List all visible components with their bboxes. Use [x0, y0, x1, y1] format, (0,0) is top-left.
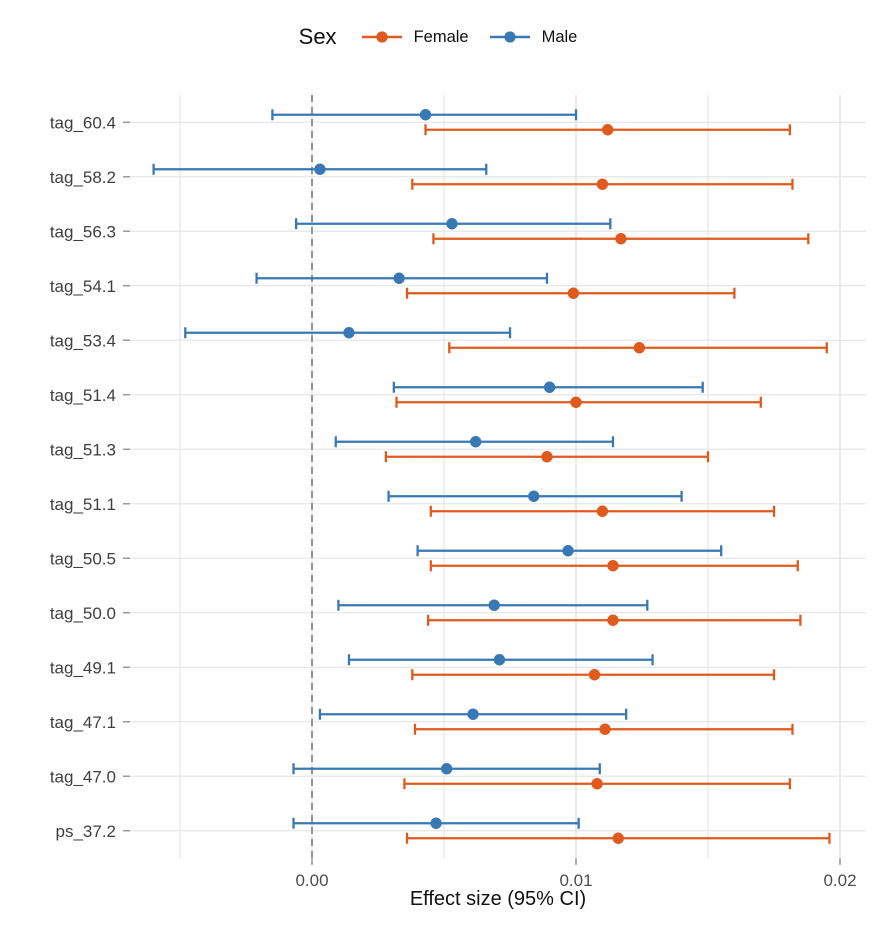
ci-row-female-tag_54.1: [405, 287, 736, 299]
legend: Sex Female Male: [0, 24, 876, 50]
x-tick-label: 0.02: [823, 871, 856, 890]
female-errorbar-marker-icon: [361, 31, 402, 43]
ci-row-male-tag_51.3: [334, 436, 615, 448]
y-category-label: tag_58.2: [50, 168, 116, 187]
ci-row-female-tag_51.4: [395, 396, 762, 408]
ci-row-female-tag_50.5: [429, 560, 799, 572]
ci-row-male-tag_53.4: [184, 327, 512, 339]
legend-title: Sex: [298, 24, 337, 49]
point-estimate: [543, 381, 556, 393]
point-estimate: [607, 560, 619, 572]
point-estimate: [314, 163, 326, 175]
point-estimate: [541, 451, 553, 463]
y-category-label: tag_51.1: [50, 495, 116, 514]
y-category-label: tag_54.1: [50, 277, 116, 296]
male-errorbar-marker-icon: [489, 31, 530, 43]
point-estimate: [599, 723, 611, 735]
ci-row-male-tag_60.4: [271, 109, 578, 121]
ci-row-female-tag_51.3: [384, 451, 710, 463]
y-category-label: tag_50.0: [50, 604, 116, 623]
legend-item-female: Female: [359, 28, 469, 47]
y-category-label: tag_60.4: [50, 113, 116, 132]
point-estimate: [469, 436, 482, 448]
ci-row-male-tag_54.1: [255, 272, 549, 284]
point-estimate: [419, 109, 432, 121]
ci-row-female-tag_51.1: [429, 505, 776, 517]
point-estimate: [467, 708, 479, 720]
point-estimate: [567, 287, 580, 299]
ci-row-female-tag_50.0: [427, 614, 802, 626]
point-estimate: [393, 272, 405, 284]
ci-row-female-tag_49.1: [411, 669, 776, 681]
y-category-label: tag_49.1: [50, 658, 116, 677]
y-category-label: tag_51.4: [50, 386, 116, 405]
point-estimate: [488, 599, 500, 611]
ci-row-female-tag_58.2: [411, 178, 794, 190]
ci-row-male-tag_50.5: [416, 545, 723, 557]
ci-row-female-tag_53.4: [448, 342, 828, 354]
ci-row-female-tag_47.0: [403, 778, 791, 790]
ci-row-female-tag_56.3: [432, 233, 810, 245]
x-tick-label: 0.00: [295, 871, 328, 890]
point-estimate: [588, 669, 601, 681]
legend-label-female: Female: [413, 27, 469, 46]
ci-row-male-tag_50.0: [337, 599, 649, 611]
y-category-label: tag_50.5: [50, 549, 116, 568]
ci-row-male-tag_49.1: [347, 654, 654, 666]
ci-row-female-tag_47.1: [413, 723, 794, 735]
point-estimate: [493, 654, 506, 666]
point-estimate: [440, 763, 453, 775]
y-category-label: tag_53.4: [50, 331, 116, 350]
point-estimate: [615, 233, 627, 245]
point-estimate: [596, 505, 609, 517]
y-category-label: tag_56.3: [50, 222, 116, 241]
ci-row-female-ps_37.2: [405, 832, 831, 844]
point-estimate: [446, 218, 458, 230]
point-estimate: [633, 342, 646, 354]
point-estimate: [607, 614, 619, 626]
ci-row-male-ps_37.2: [292, 817, 580, 829]
legend-label-male: Male: [541, 27, 578, 46]
ci-row-male-tag_47.0: [292, 763, 601, 775]
ci-row-male-tag_58.2: [152, 163, 488, 175]
point-estimate: [596, 178, 609, 190]
legend-item-male: Male: [487, 27, 578, 47]
point-estimate: [430, 817, 442, 829]
ci-row-male-tag_51.1: [387, 490, 683, 502]
ci-row-male-tag_47.1: [318, 708, 628, 720]
x-axis-title: Effect size (95% CI): [409, 888, 587, 910]
point-estimate: [570, 396, 582, 408]
ci-row-female-tag_60.4: [424, 124, 791, 136]
point-estimate: [612, 832, 624, 844]
y-category-label: tag_47.1: [50, 713, 116, 732]
x-tick-label: 0.01: [559, 871, 592, 890]
ci-row-male-tag_51.4: [392, 381, 704, 393]
ci-row-male-tag_56.3: [295, 218, 612, 230]
point-estimate: [528, 490, 540, 502]
point-estimate: [601, 124, 614, 136]
point-estimate: [591, 778, 603, 790]
point-estimate: [562, 545, 574, 557]
y-category-label: tag_51.3: [50, 440, 116, 459]
y-category-label: tag_47.0: [50, 767, 116, 786]
point-estimate: [343, 327, 355, 339]
y-category-label: ps_37.2: [56, 822, 117, 841]
